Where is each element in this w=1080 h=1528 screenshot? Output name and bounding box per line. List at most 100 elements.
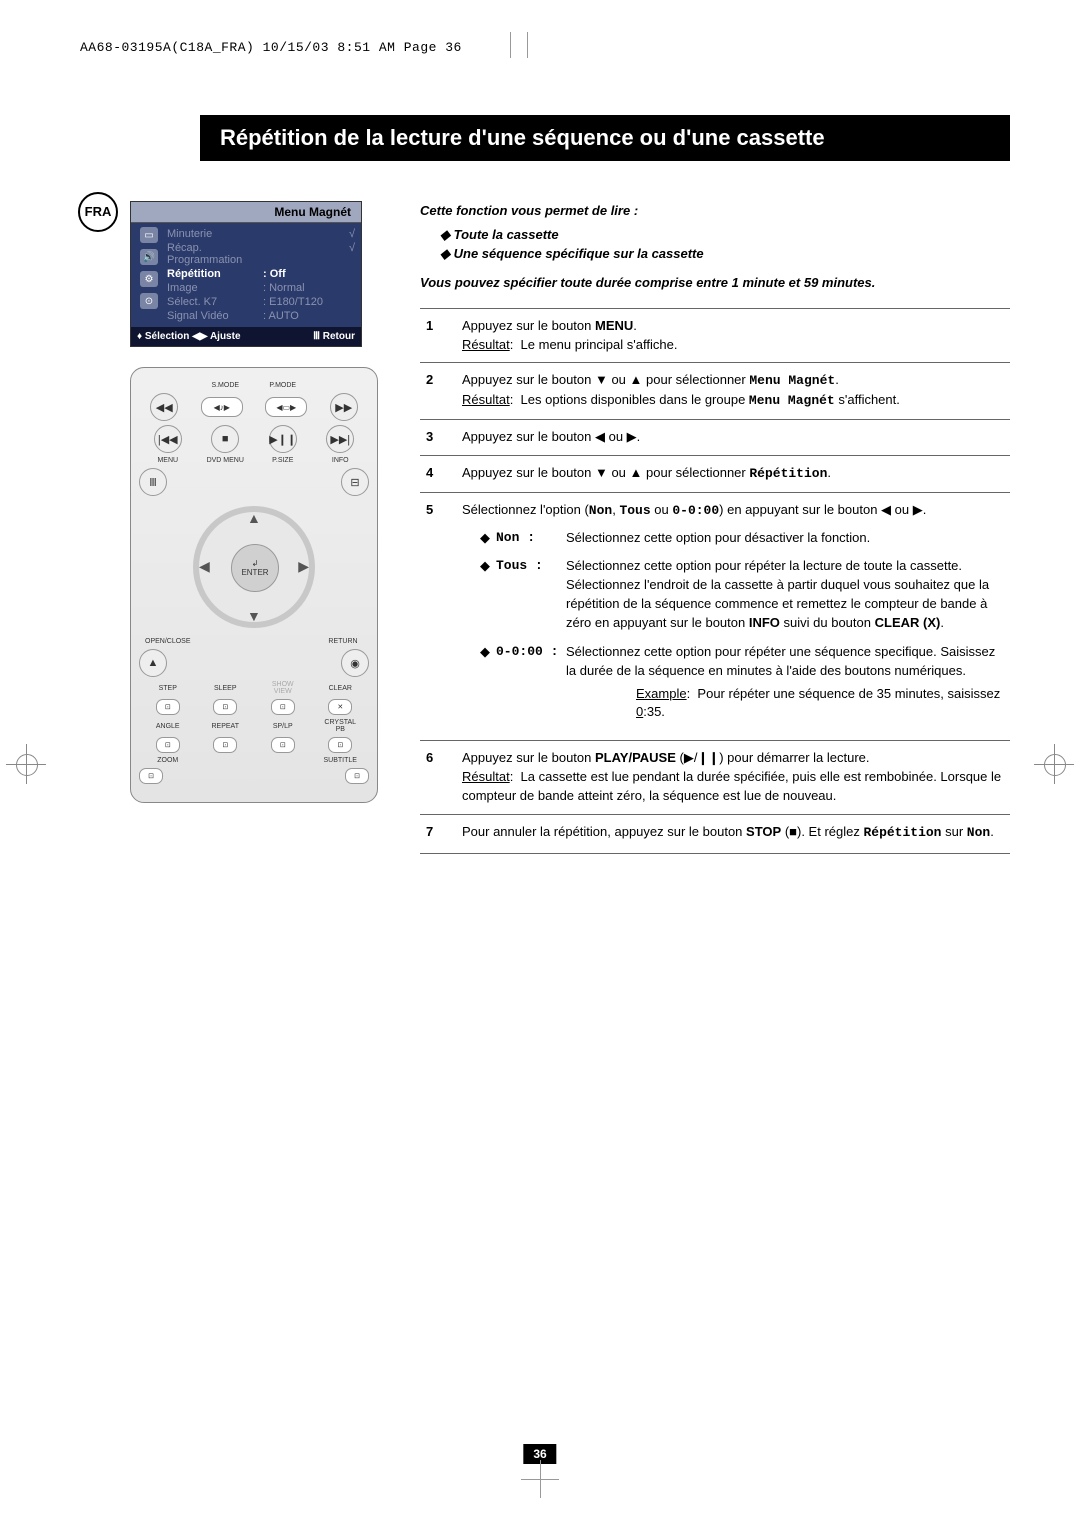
remote-mid-labels: MENU DVD MENU P.SIZE INFO <box>139 457 369 464</box>
prev-button[interactable]: |◀◀ <box>154 425 182 453</box>
step-row: 3Appuyez sur le bouton ◀ ou ▶. <box>420 420 1010 456</box>
option-item: ◆ Non : Sélectionnez cette option pour d… <box>480 529 1004 548</box>
registration-mark-icon <box>1034 744 1074 784</box>
showview-button[interactable]: ⊡ <box>271 699 295 715</box>
left-column: Menu Magnét ▭ 🔊 ⚙ ⊙ Minuterie√ Récap. Pr… <box>130 201 390 854</box>
step-text: Appuyez sur le bouton ▼ ou ▲ pour sélect… <box>456 363 1010 420</box>
dvdmenu-label: DVD MENU <box>205 457 245 464</box>
step-num: 2 <box>420 363 456 420</box>
stop-button[interactable]: ■ <box>211 425 239 453</box>
psize-label: P.SIZE <box>263 457 303 464</box>
down-icon[interactable]: ▼ <box>247 608 261 624</box>
osd-label: Image <box>167 282 263 294</box>
info-button[interactable]: ⊟ <box>341 468 369 496</box>
step-button[interactable]: ⊡ <box>156 699 180 715</box>
right-column: Cette fonction vous permet de lire : Tou… <box>420 201 1010 854</box>
angle-button[interactable]: ⊡ <box>156 737 180 753</box>
step-text: Pour annuler la répétition, appuyez sur … <box>456 814 1010 853</box>
splp-button[interactable]: ⊡ <box>271 737 295 753</box>
step-row: 6Appuyez sur le bouton PLAY/PAUSE (▶/❙❙)… <box>420 741 1010 815</box>
steps-table: 1Appuyez sur le bouton MENU.Résultat: Le… <box>420 308 1010 854</box>
right-icon[interactable]: ▶ <box>298 558 309 575</box>
return-label: RETURN <box>323 638 363 645</box>
crystalpb-button[interactable]: ⊡ <box>328 737 352 753</box>
osd-title: Menu Magnét <box>131 202 361 223</box>
option-item: ◆ Tous : Sélectionnez cette option pour … <box>480 557 1004 632</box>
crop-mark-icon <box>521 1479 559 1480</box>
info-label: INFO <box>320 457 360 464</box>
page-title: Répétition de la lecture d'une séquence … <box>200 115 1010 161</box>
enter-button[interactable]: ↲ ENTER <box>231 544 279 592</box>
repeat-button[interactable]: ⊡ <box>213 737 237 753</box>
registration-mark-icon <box>6 744 46 784</box>
osd-line-selected: Répétition: Off <box>167 267 355 281</box>
settings-icon: ⚙ <box>140 271 158 287</box>
step-row: 5 Sélectionnez l'option (Non, Tous ou 0-… <box>420 492 1010 740</box>
menu-label: MENU <box>148 457 188 464</box>
zoom-row-labels: ZOOM SUBTITLE <box>139 757 369 764</box>
osd-line: Signal Vidéo: AUTO <box>167 309 355 323</box>
step-text: Appuyez sur le bouton MENU.Résultat: Le … <box>456 308 1010 363</box>
intro-note: Vous pouvez spécifier toute durée compri… <box>420 274 1010 292</box>
option-list: ◆ Non : Sélectionnez cette option pour d… <box>462 529 1004 723</box>
osd-footer: ♦ Sélection ◀▶ Ajuste Ⅲ Retour <box>131 327 361 346</box>
step-num: 5 <box>420 492 456 740</box>
step-row-labels: STEP SLEEP SHOW VIEW CLEAR <box>139 681 369 695</box>
rewind-button[interactable]: ◀◀ <box>150 393 178 421</box>
remote-control: S.MODE P.MODE ◀◀ ◀♪▶ ◀▭▶ ▶▶ |◀◀ ■ ▶❙❙ ▶▶… <box>130 367 378 803</box>
osd-body: ▭ 🔊 ⚙ ⊙ Minuterie√ Récap. Programmation√… <box>131 223 361 327</box>
osd-label: Sélect. K7 <box>167 296 263 308</box>
step-num: 1 <box>420 308 456 363</box>
step-num: 4 <box>420 455 456 492</box>
sleep-button[interactable]: ⊡ <box>213 699 237 715</box>
step-row: 2Appuyez sur le bouton ▼ ou ▲ pour sélec… <box>420 363 1010 420</box>
tv-icon: ▭ <box>140 227 158 243</box>
step-text: Sélectionnez l'option (Non, Tous ou 0-0:… <box>456 492 1010 740</box>
openclose-button[interactable]: ▲ <box>139 649 167 677</box>
osd-line: Minuterie√ <box>167 227 355 241</box>
footer-selection: ♦ Sélection ◀▶ Ajuste <box>137 331 241 342</box>
dpad[interactable]: ▲ ▼ ◀ ▶ ↲ ENTER <box>189 502 319 632</box>
footer-retour: Ⅲ Retour <box>313 331 355 342</box>
zoom-button[interactable]: ⊡ <box>139 768 163 784</box>
example-block: Example: Pour répéter une séquence de 35… <box>566 685 1004 723</box>
up-icon[interactable]: ▲ <box>247 510 261 526</box>
rocker-button[interactable]: ◀♪▶ <box>201 397 243 417</box>
playpause-button[interactable]: ▶❙❙ <box>269 425 297 453</box>
subtitle-button[interactable]: ⊡ <box>345 768 369 784</box>
step-row: 1Appuyez sur le bouton MENU.Résultat: Le… <box>420 308 1010 363</box>
content-row: Menu Magnét ▭ 🔊 ⚙ ⊙ Minuterie√ Récap. Pr… <box>130 201 1010 854</box>
osd-line: Récap. Programmation√ <box>167 241 355 267</box>
pmode-label: P.MODE <box>263 382 303 389</box>
step-num: 6 <box>420 741 456 815</box>
step-text: Appuyez sur le bouton ▼ ou ▲ pour sélect… <box>456 455 1010 492</box>
clear-button[interactable]: ✕ <box>328 699 352 715</box>
page: AA68-03195A(C18A_FRA) 10/15/03 8:51 AM P… <box>0 0 1080 1528</box>
osd-label: Signal Vidéo <box>167 310 263 322</box>
speaker-icon: 🔊 <box>140 249 158 265</box>
rocker-button-2[interactable]: ◀▭▶ <box>265 397 307 417</box>
intro-bullet: Toute la cassette <box>440 225 1010 245</box>
fastforward-button[interactable]: ▶▶ <box>330 393 358 421</box>
osd-menu: Menu Magnét ▭ 🔊 ⚙ ⊙ Minuterie√ Récap. Pr… <box>130 201 362 347</box>
return-button[interactable]: ◉ <box>341 649 369 677</box>
osd-line: Sélect. K7: E180/T120 <box>167 295 355 309</box>
print-header: AA68-03195A(C18A_FRA) 10/15/03 8:51 AM P… <box>80 40 1010 55</box>
step-num: 7 <box>420 814 456 853</box>
left-icon[interactable]: ◀ <box>199 558 210 575</box>
step-text: Appuyez sur le bouton ◀ ou ▶. <box>456 420 1010 456</box>
intro-bullet: Une séquence spécifique sur la cassette <box>440 244 1010 264</box>
osd-lines: Minuterie√ Récap. Programmation√ Répétit… <box>161 227 355 323</box>
menu-button[interactable]: Ⅲ <box>139 468 167 496</box>
clock-icon: ⊙ <box>140 293 158 309</box>
option-item: ◆ 0-0:00 : Sélectionnez cette option pou… <box>480 643 1004 722</box>
step-row: 4Appuyez sur le bouton ▼ ou ▲ pour sélec… <box>420 455 1010 492</box>
intro-text: Cette fonction vous permet de lire : Tou… <box>420 201 1010 264</box>
remote-top-labels: S.MODE P.MODE <box>139 382 369 389</box>
language-badge: FRA <box>78 192 118 232</box>
openclose-label: OPEN/CLOSE <box>145 638 185 645</box>
next-button[interactable]: ▶▶| <box>326 425 354 453</box>
osd-label: Répétition <box>167 268 263 280</box>
osd-line: Image: Normal <box>167 281 355 295</box>
step-text: Appuyez sur le bouton PLAY/PAUSE (▶/❙❙) … <box>456 741 1010 815</box>
